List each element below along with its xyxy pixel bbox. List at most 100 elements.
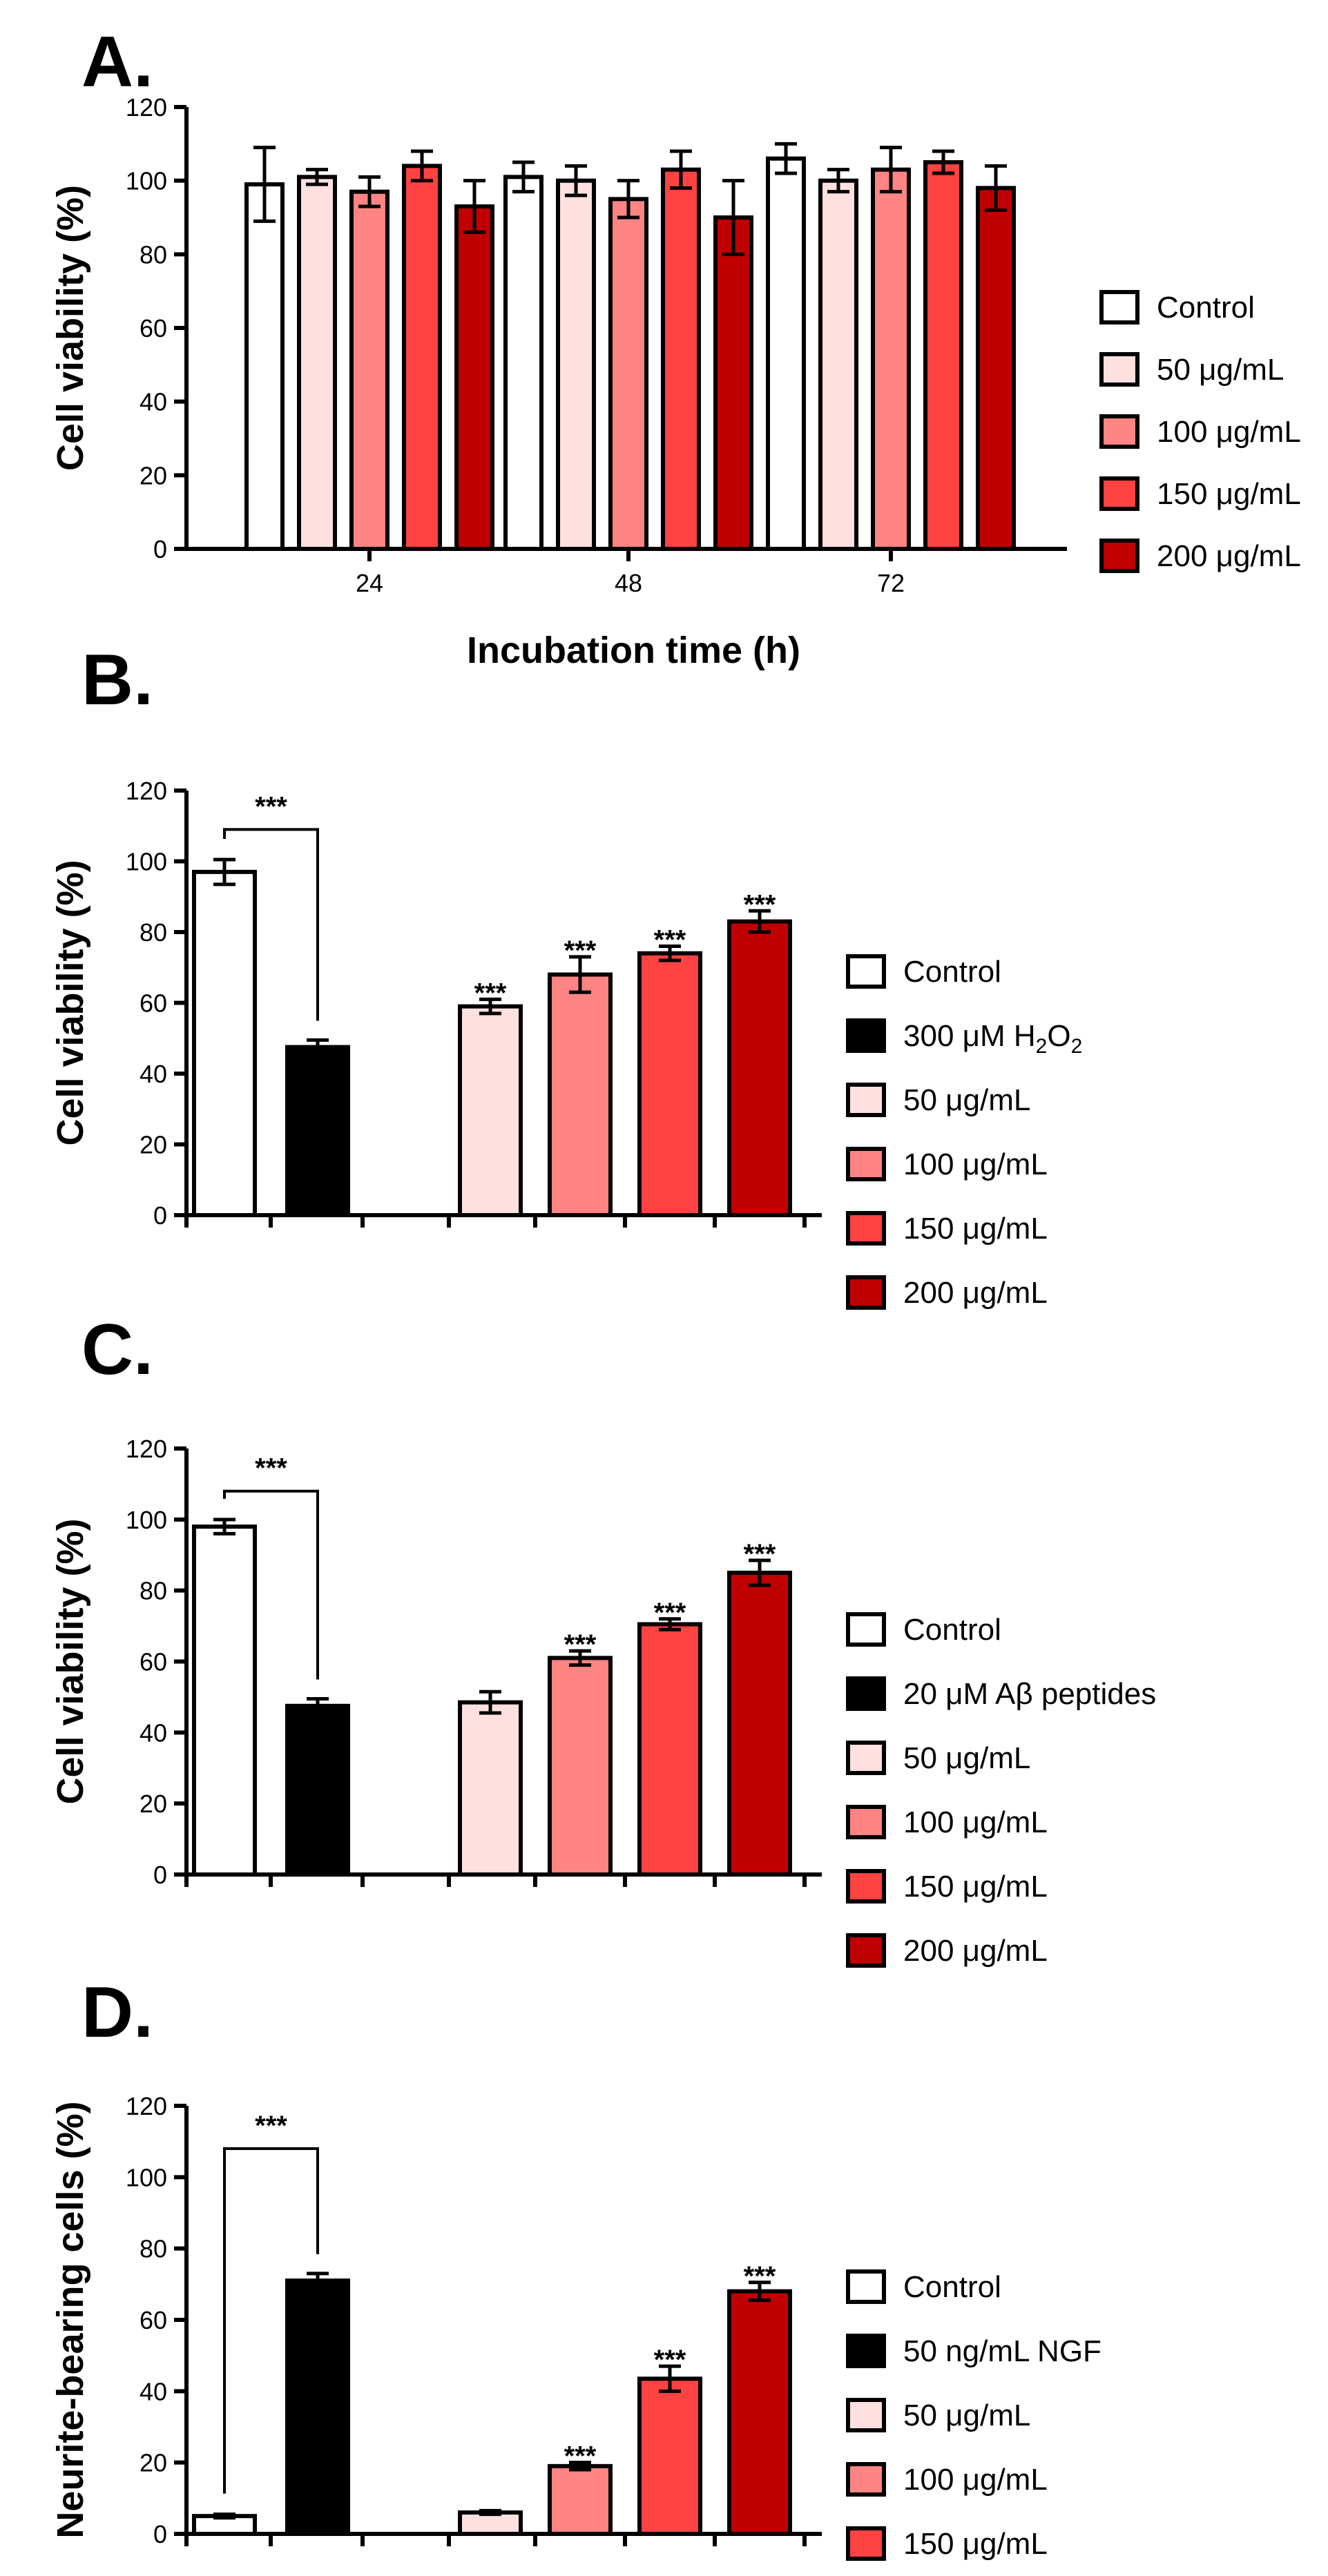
legend-label: 200 μg/mL [1157,539,1301,573]
legend-swatch [846,1612,886,1647]
y-tick-label: 120 [126,1435,167,1463]
legend-swatch [846,2398,886,2432]
legend-swatch [846,1869,886,1904]
y-tick-label: 40 [139,2377,167,2405]
legend-swatch [846,1741,886,1775]
legend-label: 200 μg/mL [903,1276,1048,1310]
bar [766,156,806,551]
legend-label: 50 ng/mL NGF [903,2334,1101,2368]
legend-swatch [846,1805,886,1839]
bar [637,951,702,1217]
bar [637,1622,702,1877]
bar [608,197,648,551]
panel-label: B. [81,640,153,720]
bar [818,178,858,551]
legend-swatch [846,2334,886,2368]
significance-bracket [223,828,319,1021]
subscript: 2 [1036,1035,1048,1058]
panel-3: C. 0 20 40 60 80 100 120 Cell viability (%) *** **… [50,1310,1156,1968]
y-tick-label: 120 [126,93,167,122]
y-axis-title: Cell viability (%) [50,860,91,1145]
bar [349,189,389,551]
panel-label: A. [81,22,153,102]
legend-swatch [846,954,886,989]
legend-label: Control [1157,291,1255,325]
legend-swatch [846,1147,886,1181]
bracket-label: *** [255,1453,287,1484]
legend-label: Control [903,2270,1001,2304]
legend-swatch [1099,352,1139,387]
y-tick-label: 60 [139,1648,167,1676]
bracket-label: *** [255,791,287,822]
significance-bracket [223,1489,319,1680]
legend-swatch [846,2526,886,2561]
bar [976,186,1016,552]
bar [285,1703,350,1877]
x-tick-label: 72 [877,569,905,597]
significance-label: *** [564,936,597,966]
legend-swatch [846,1275,886,1310]
y-tick-label: 40 [139,1718,167,1747]
bar [556,178,596,551]
y-tick-label: 0 [153,1201,167,1230]
bar [458,1700,523,1877]
y-axis-title: Cell viability (%) [50,1518,91,1804]
y-tick-label: 40 [139,388,167,416]
legend-swatch [1099,290,1139,325]
bar [244,182,285,551]
x-axis-title: Incubation time (h) [467,630,800,671]
y-tick-label: 100 [126,848,167,876]
legend-label: 150 μg/mL [1157,477,1301,511]
subscript: 2 [1071,1035,1083,1058]
x-tick-label: 24 [356,569,383,597]
y-tick-label: 120 [126,777,167,805]
bar [297,175,337,552]
legend-swatch [846,1676,886,1711]
legend-label: 50 μg/mL [903,2399,1030,2432]
significance-bracket [223,2147,319,2494]
legend-swatch [1099,476,1139,511]
y-tick-label: 60 [139,314,167,342]
y-tick-label: 20 [139,461,167,490]
y-tick-label: 100 [126,2163,167,2191]
bar [713,215,753,551]
panel-label: D. [81,1973,153,2053]
bar [402,164,442,552]
legend-swatch [846,2462,886,2497]
y-axis-title: Cell viability (%) [50,185,91,471]
y-axis-title: Neurite-bearing cells (%) [50,2101,91,2538]
legend-swatch [846,1933,886,1968]
y-tick-label: 60 [139,989,167,1018]
legend-label: 150 μg/mL [903,2527,1048,2561]
legend-swatch [1099,414,1139,449]
bar [637,2376,702,2536]
bar [923,160,963,551]
y-tick-label: 20 [139,1790,167,1818]
bar [727,1570,792,1877]
panel-1: A. 0 20 40 60 80 100 120 Cell viability (%) 24 48 7… [50,22,1301,671]
significance-label: *** [654,925,686,956]
bar [548,1656,613,1877]
significance-label: *** [564,2441,597,2472]
y-tick-label: 0 [153,1861,167,1889]
legend-swatch [846,2269,886,2304]
bar [871,167,911,551]
legend-swatch [846,1211,886,1246]
y-tick-label: 40 [139,1060,167,1088]
bar [192,1524,257,1877]
y-tick-label: 100 [126,1506,167,1534]
legend-label: 300 μM H2O2 [903,1019,1082,1058]
legend-label: 150 μg/mL [903,1870,1048,1904]
panel-4: D. 0 20 40 60 80 100 120 Neurite-bearing cells (… [50,1973,1101,2561]
legend-label: 100 μg/mL [903,2463,1048,2497]
bar [454,204,494,551]
significance-label: *** [564,1629,597,1660]
legend-label: 20 μM Aβ peptides [903,1677,1156,1711]
legend-label: 100 μg/mL [1157,415,1301,449]
legend-text-part: 300 μM H [903,1019,1036,1053]
y-tick-label: 60 [139,2306,167,2334]
bar [192,869,257,1217]
bar [285,1045,350,1217]
bar [548,2463,613,2536]
